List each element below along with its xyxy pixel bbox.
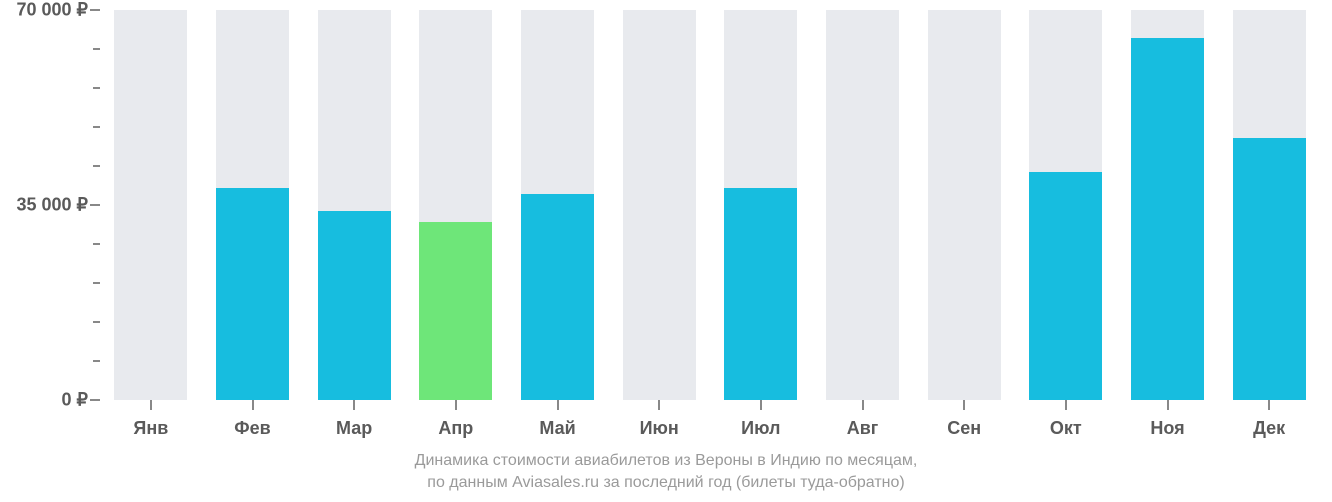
- bar-slot: [114, 10, 187, 400]
- y-axis: 0 ₽35 000 ₽70 000 ₽: [0, 0, 100, 400]
- y-axis-label: 0 ₽: [62, 390, 88, 411]
- x-axis-label: Дек: [1253, 418, 1285, 439]
- x-axis-label: Окт: [1050, 418, 1082, 439]
- x-tick: [1167, 400, 1169, 410]
- y-minor-tick: [93, 321, 100, 323]
- bar: [1029, 172, 1102, 400]
- x-axis-label: Апр: [438, 418, 473, 439]
- x-tick: [1268, 400, 1270, 410]
- bar: [216, 188, 289, 400]
- x-axis-labels: Янв Фев Мар Апр Май Июн Июл Авг Сен Окт Ноя Дек: [100, 410, 1320, 440]
- chart-caption-line2: по данным Aviasales.ru за последний год …: [0, 474, 1332, 492]
- bar-background: [928, 10, 1001, 400]
- y-minor-tick: [93, 126, 100, 128]
- bar: [1131, 38, 1204, 400]
- x-tick: [760, 400, 762, 410]
- x-tick: [862, 400, 864, 410]
- y-minor-tick: [93, 165, 100, 167]
- bar-highlight: [419, 222, 492, 400]
- y-minor-tick: [93, 87, 100, 89]
- x-tick: [1065, 400, 1067, 410]
- bar-background: [826, 10, 899, 400]
- bar-slot: [318, 10, 391, 400]
- bar: [1233, 138, 1306, 400]
- y-tick: [90, 204, 100, 206]
- x-tick: [252, 400, 254, 410]
- x-axis-label: Янв: [133, 418, 168, 439]
- y-tick: [90, 399, 100, 401]
- bar-background: [114, 10, 187, 400]
- x-tick: [353, 400, 355, 410]
- x-tick: [963, 400, 965, 410]
- x-axis-label: Мар: [336, 418, 372, 439]
- bar-slot: [724, 10, 797, 400]
- price-by-month-chart: 0 ₽ 35 000 ₽ 70 000 ₽ Янв Фев Мар Апр Май Июн Ию…: [0, 0, 1332, 502]
- x-axis-label: Ноя: [1150, 418, 1184, 439]
- bar-slot: [216, 10, 289, 400]
- x-axis-label: Сен: [947, 418, 981, 439]
- y-axis-label: 70 000 ₽: [16, 0, 88, 21]
- bar-background: [623, 10, 696, 400]
- x-axis-label: Июн: [640, 418, 679, 439]
- x-axis-label: Авг: [847, 418, 879, 439]
- bar-slot: [1233, 10, 1306, 400]
- x-tick: [150, 400, 152, 410]
- y-tick: [90, 9, 100, 11]
- plot-area: [100, 10, 1320, 400]
- bar: [318, 211, 391, 400]
- bar-slot: [1029, 10, 1102, 400]
- bar-slot: [623, 10, 696, 400]
- y-axis-label: 35 000 ₽: [16, 195, 88, 216]
- bar-slot: [419, 10, 492, 400]
- bar: [521, 194, 594, 400]
- bar-slot: [826, 10, 899, 400]
- x-tick: [557, 400, 559, 410]
- y-minor-tick: [93, 243, 100, 245]
- chart-caption-line1: Динамика стоимости авиабилетов из Вероны…: [0, 452, 1332, 470]
- x-tick: [658, 400, 660, 410]
- x-axis-label: Фев: [234, 418, 270, 439]
- bar-slot: [521, 10, 594, 400]
- bar: [724, 188, 797, 400]
- bar-slot: [928, 10, 1001, 400]
- y-minor-tick: [93, 282, 100, 284]
- bar-slot: [1131, 10, 1204, 400]
- x-axis-label: Июл: [741, 418, 780, 439]
- x-tick: [455, 400, 457, 410]
- y-minor-tick: [93, 48, 100, 50]
- y-minor-tick: [93, 360, 100, 362]
- x-axis-label: Май: [539, 418, 575, 439]
